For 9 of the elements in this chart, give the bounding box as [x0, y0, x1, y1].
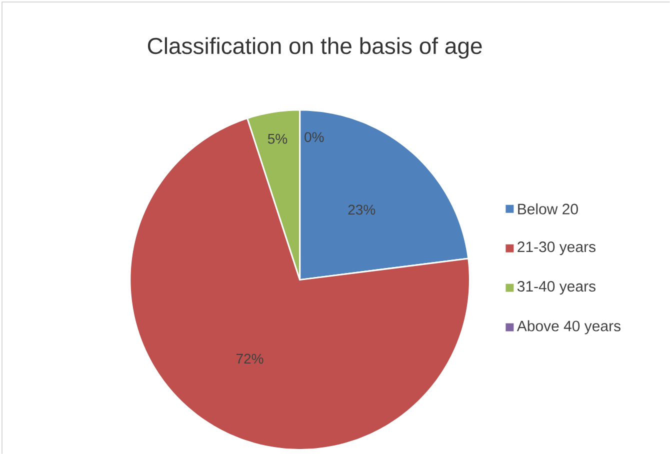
legend-label: 31-40 years: [517, 280, 596, 295]
data-label: 72%: [236, 354, 264, 364]
data-label: 5%: [268, 134, 288, 144]
legend-label: 21-30 years: [518, 242, 596, 256]
chart-title: Classification on the basis of age: [148, 37, 482, 59]
data-label: 23%: [348, 204, 376, 215]
text: 0%: [304, 132, 324, 142]
legend-label: Below 20: [518, 203, 578, 214]
legend-label: Above 40 years: [516, 320, 620, 334]
